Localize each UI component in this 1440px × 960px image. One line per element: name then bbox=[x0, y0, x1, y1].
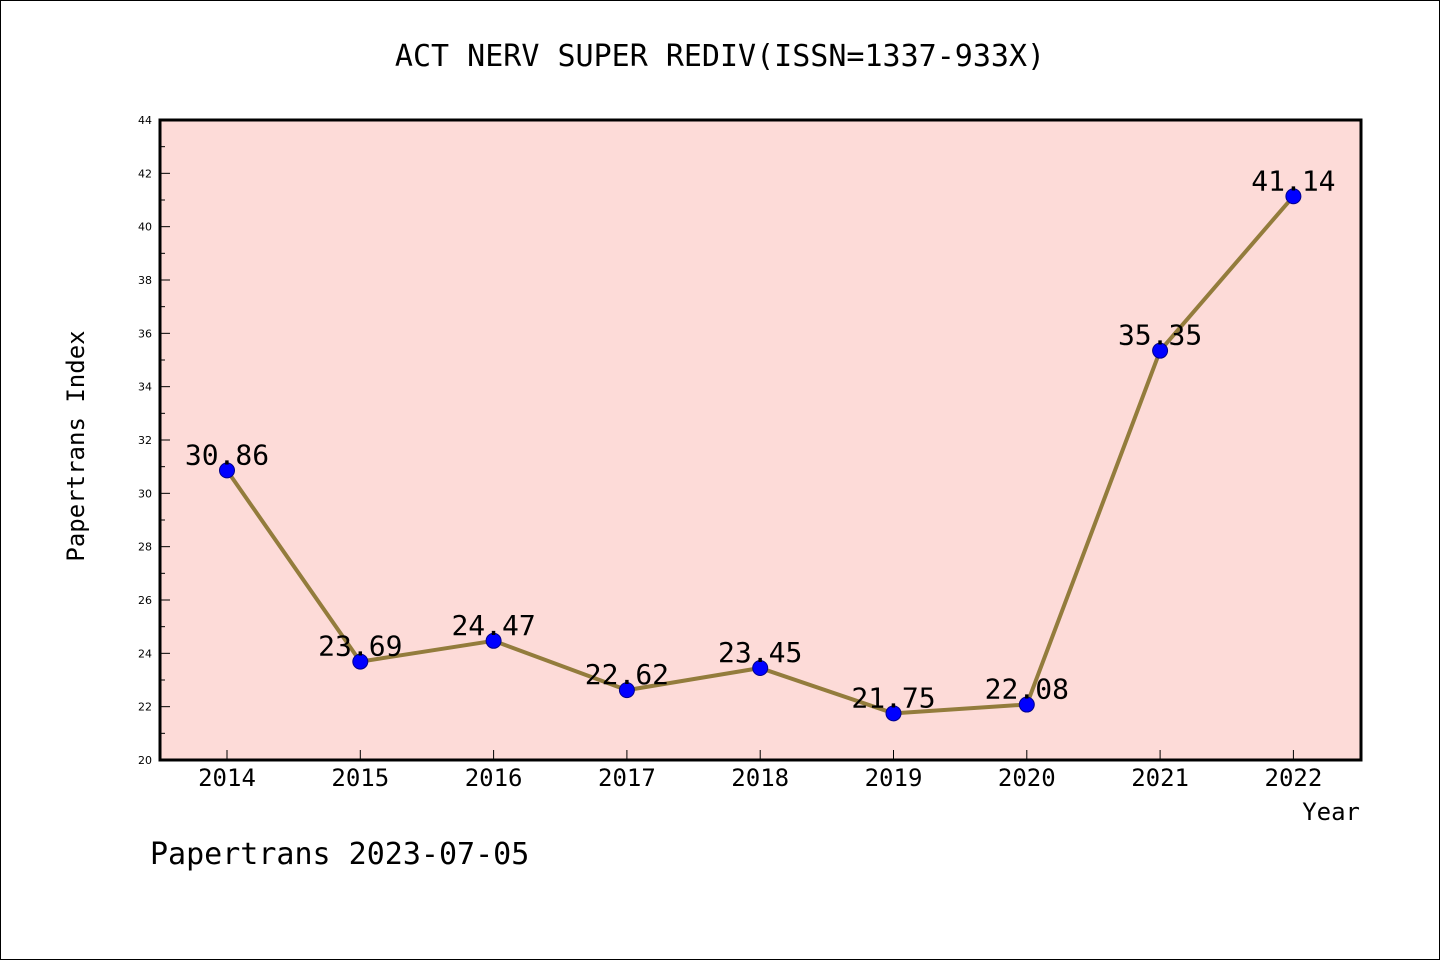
plot-area bbox=[158, 118, 1363, 762]
data-value-label: 23.69 bbox=[318, 630, 402, 663]
y-tick-label: 26 bbox=[138, 594, 152, 607]
data-value-label: 21.75 bbox=[851, 681, 935, 714]
y-tick-label: 36 bbox=[138, 327, 152, 340]
data-point-marker bbox=[352, 653, 369, 670]
data-value-label: 30.86 bbox=[185, 438, 269, 471]
y-tick-label: 38 bbox=[138, 274, 152, 287]
y-tick-label: 20 bbox=[138, 754, 152, 767]
x-tick-label: 2020 bbox=[998, 764, 1056, 792]
x-tick-label: 2017 bbox=[598, 764, 656, 792]
y-tick-label: 24 bbox=[138, 647, 152, 660]
x-tick-label: 2016 bbox=[465, 764, 523, 792]
chart-title: ACT NERV SUPER REDIV(ISSN=1337-933X) bbox=[395, 39, 1045, 74]
data-point-marker bbox=[1285, 188, 1302, 205]
x-axis-ticks: 2014 2015 2016 2017 2018 2019 2020 2021 2022 bbox=[198, 750, 1322, 792]
y-tick-label: 32 bbox=[138, 434, 152, 447]
data-value-label: 24.47 bbox=[451, 609, 535, 642]
y-tick-label: 30 bbox=[138, 487, 152, 500]
data-value-label: 22.08 bbox=[985, 673, 1069, 706]
y-axis-ticks: 20 22 24 26 28 30 32 34 36 38 40 42 44 bbox=[138, 114, 170, 767]
x-axis-label: Year bbox=[1302, 798, 1360, 826]
data-value-label: 23.45 bbox=[718, 636, 802, 669]
footer-date: Papertrans 2023-07-05 bbox=[150, 837, 529, 872]
x-tick-label: 2022 bbox=[1265, 764, 1323, 792]
data-point-marker bbox=[1152, 342, 1169, 359]
x-tick-label: 2021 bbox=[1131, 764, 1189, 792]
data-value-label: 35.35 bbox=[1118, 319, 1202, 352]
data-point-marker bbox=[219, 462, 235, 479]
data-labels-group: 30.86 23.69 24.47 22.62 23.45 21.75 22.08 35.35… bbox=[185, 164, 1336, 714]
y-tick-label: 44 bbox=[138, 114, 152, 127]
data-point-marker bbox=[752, 660, 769, 676]
y-tick-label: 22 bbox=[138, 701, 152, 714]
data-point-marker bbox=[618, 682, 635, 699]
x-tick-label: 2018 bbox=[731, 764, 789, 792]
data-value-label: 22.62 bbox=[585, 658, 669, 691]
series-group bbox=[219, 188, 1302, 722]
y-tick-label: 28 bbox=[138, 541, 152, 554]
data-point-marker bbox=[485, 632, 502, 649]
y-tick-label: 40 bbox=[138, 221, 152, 234]
y-axis-label: Papertrans Index bbox=[62, 330, 90, 561]
data-value-label: 41.14 bbox=[1251, 164, 1335, 197]
x-tick-label: 2014 bbox=[198, 764, 256, 792]
data-point-marker bbox=[885, 705, 902, 722]
y-tick-label: 42 bbox=[138, 167, 152, 180]
x-tick-label: 2019 bbox=[865, 764, 923, 792]
x-tick-label: 2015 bbox=[331, 764, 389, 792]
data-point-marker bbox=[1018, 696, 1035, 713]
y-tick-label: 34 bbox=[138, 381, 152, 394]
